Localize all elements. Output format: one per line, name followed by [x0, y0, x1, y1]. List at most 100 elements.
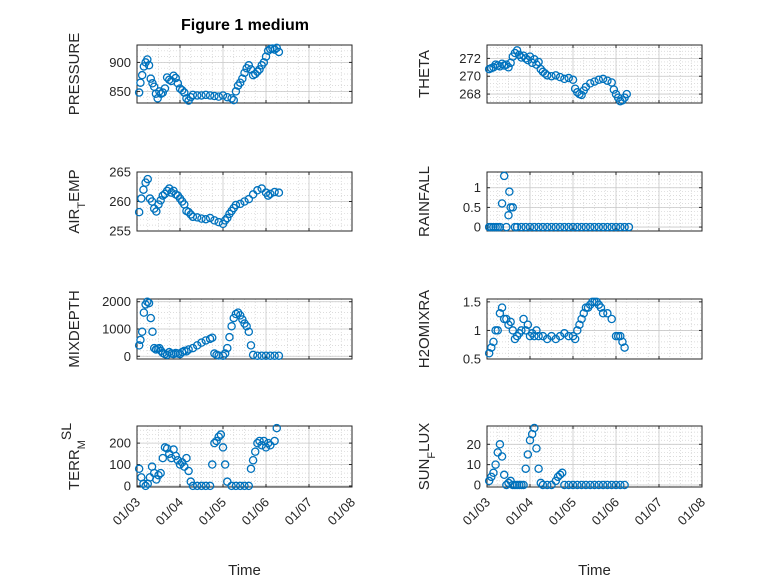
data-point	[182, 94, 191, 103]
data-point	[484, 349, 494, 358]
data-point	[497, 199, 507, 208]
y-axis-label-superscript: SL	[58, 423, 74, 440]
y-tick-label: 850	[109, 84, 131, 99]
data-point	[598, 222, 608, 232]
data-point	[274, 351, 284, 360]
x-tick-label: 01/04	[153, 495, 187, 529]
data-point	[564, 73, 573, 83]
data-point	[598, 480, 608, 490]
y-tick-label: 272	[459, 51, 481, 66]
data-point	[253, 351, 262, 360]
x-tick-label: 01/08	[675, 495, 709, 529]
y-axis-label: H2OMIXRA	[416, 290, 433, 368]
data-point	[519, 314, 528, 324]
data-point	[493, 326, 502, 335]
y-tick-label: 0.5	[463, 200, 481, 215]
data-point	[555, 72, 565, 82]
data-point	[143, 297, 152, 306]
y-axis-label-main: THETA	[416, 50, 433, 98]
data-point	[144, 298, 154, 308]
data-point	[248, 455, 258, 465]
data-point	[146, 74, 156, 83]
data-point	[216, 430, 226, 439]
x-tick-label: 01/05	[546, 495, 580, 529]
subplot-1: 850 900 PRESSURE	[66, 33, 353, 115]
data-point	[536, 64, 546, 74]
y-axis-label: MIXDEPTH	[66, 290, 83, 368]
data-point	[590, 222, 599, 232]
data-point	[266, 351, 275, 360]
data-point	[519, 51, 528, 60]
data-point	[246, 464, 256, 474]
subplot-7: 01/03 01/04 01/05 01/06 01/07 01/08 0 100 200 TER…	[58, 423, 358, 579]
data-point	[506, 317, 515, 327]
data-point	[547, 331, 556, 341]
data-point	[622, 89, 632, 99]
y-axis-label-tail: LUX	[416, 423, 433, 452]
data-point	[162, 186, 172, 196]
data-point	[173, 79, 183, 88]
data-point	[577, 90, 586, 100]
data-point	[487, 343, 496, 352]
y-tick-label: 0.5	[463, 352, 481, 367]
data-point	[499, 470, 509, 480]
data-point	[555, 222, 565, 232]
data-point	[534, 464, 543, 473]
data-point	[139, 62, 149, 71]
data-point	[223, 213, 232, 223]
x-tick-label: 01/07	[632, 495, 666, 529]
data-point	[517, 326, 526, 335]
data-point	[171, 451, 180, 461]
data-point	[272, 43, 281, 53]
data-point	[144, 61, 154, 70]
axes-box	[136, 44, 353, 104]
data-point	[499, 171, 509, 181]
data-point	[146, 313, 156, 323]
data-point	[266, 441, 275, 450]
data-point	[532, 60, 541, 69]
data-point	[180, 462, 189, 471]
y-axis-label: RAINFALL	[416, 166, 433, 237]
data-point	[261, 351, 271, 360]
data-point	[547, 71, 556, 81]
data-point	[270, 45, 279, 54]
data-point	[210, 349, 219, 358]
data-point	[244, 61, 254, 70]
data-point	[182, 347, 191, 356]
y-axis-label: SUNFLUX	[416, 423, 438, 491]
x-tick-label: 01/03	[110, 495, 144, 529]
data-point	[160, 84, 170, 93]
data-point	[197, 481, 206, 491]
data-point	[152, 475, 161, 484]
y-tick-label: 1	[474, 180, 481, 195]
data-point	[201, 90, 211, 100]
data-point	[575, 320, 584, 329]
y-axis-label: TERRMSL	[58, 423, 88, 490]
y-tick-label: 0	[124, 349, 131, 364]
data-point	[530, 222, 539, 232]
data-point	[184, 207, 193, 217]
y-axis-label-main: H2OMIXRA	[416, 290, 433, 368]
data-point	[156, 468, 165, 478]
data-point	[143, 55, 152, 64]
data-point	[188, 481, 198, 491]
data-point	[504, 211, 513, 220]
data-point	[590, 77, 599, 86]
data-point	[547, 222, 556, 232]
data-point	[512, 46, 522, 55]
data-point	[551, 334, 561, 344]
data-point	[577, 222, 586, 232]
data-point	[242, 322, 251, 331]
data-point	[244, 481, 254, 491]
data-point	[603, 309, 612, 318]
y-tick-label: 0	[474, 477, 481, 492]
data-point	[616, 480, 625, 490]
x-tick-label: 01/04	[503, 495, 537, 529]
data-point	[250, 69, 260, 79]
subplot-6: 0.5 1 1.5 H2OMIXRA	[416, 290, 703, 368]
data-point	[620, 343, 629, 352]
data-point	[530, 55, 539, 64]
data-point	[141, 481, 150, 491]
data-point	[188, 90, 198, 100]
